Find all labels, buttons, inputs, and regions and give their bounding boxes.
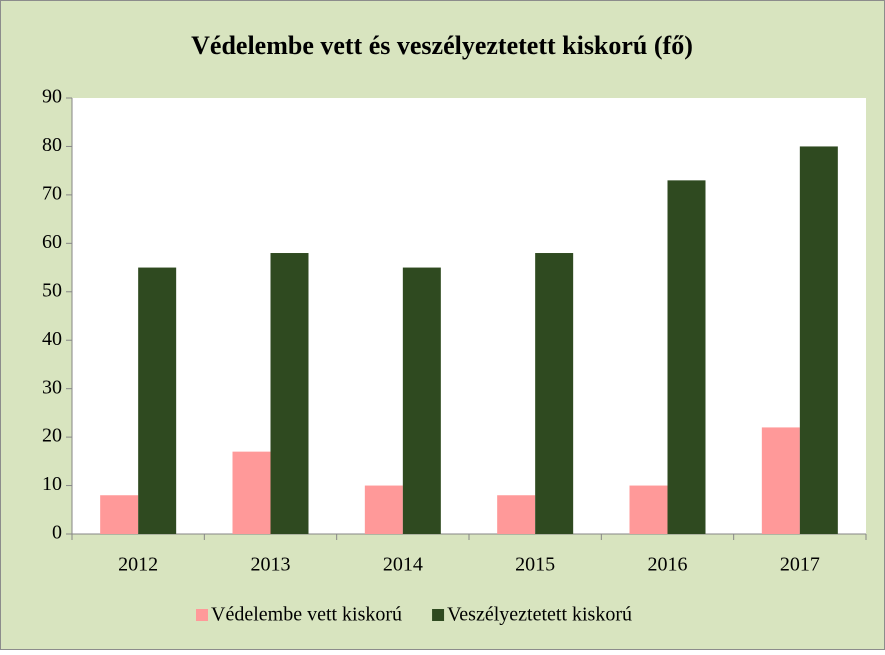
bar: [761, 427, 800, 534]
chart-title: Védelembe vett és veszélyeztetett kiskor…: [191, 31, 693, 60]
y-tick-label: 0: [52, 522, 62, 544]
x-tick-label: 2014: [383, 554, 423, 576]
y-tick-label: 80: [42, 134, 62, 156]
y-tick-label: 10: [42, 473, 62, 495]
y-tick-label: 70: [42, 182, 62, 204]
y-tick-label: 20: [42, 425, 62, 447]
x-tick-label: 2013: [251, 554, 291, 576]
x-tick-label: 2012: [118, 554, 158, 576]
bar: [270, 253, 309, 534]
bar: [629, 485, 668, 534]
bar: [667, 180, 706, 534]
legend-swatch: [196, 609, 208, 621]
x-tick-label: 2017: [780, 554, 820, 576]
bar: [402, 267, 441, 534]
y-tick-label: 60: [42, 231, 62, 253]
bar: [232, 451, 271, 534]
y-tick-label: 30: [42, 376, 62, 398]
plot-area: [72, 98, 866, 534]
legend-label: Veszélyeztetett kiskorú: [447, 604, 632, 626]
x-tick-label: 2015: [515, 554, 555, 576]
y-tick-label: 50: [42, 279, 62, 301]
legend-label: Védelembe vett kiskorú: [211, 604, 402, 626]
bar: [535, 253, 574, 534]
bar: [138, 267, 177, 534]
y-tick-label: 40: [42, 328, 62, 350]
bar: [364, 485, 403, 534]
bar: [100, 495, 139, 534]
x-tick-label: 2016: [648, 554, 688, 576]
bar: [497, 495, 536, 534]
bar: [799, 146, 838, 534]
legend-swatch: [432, 609, 445, 621]
y-tick-label: 90: [42, 86, 62, 108]
